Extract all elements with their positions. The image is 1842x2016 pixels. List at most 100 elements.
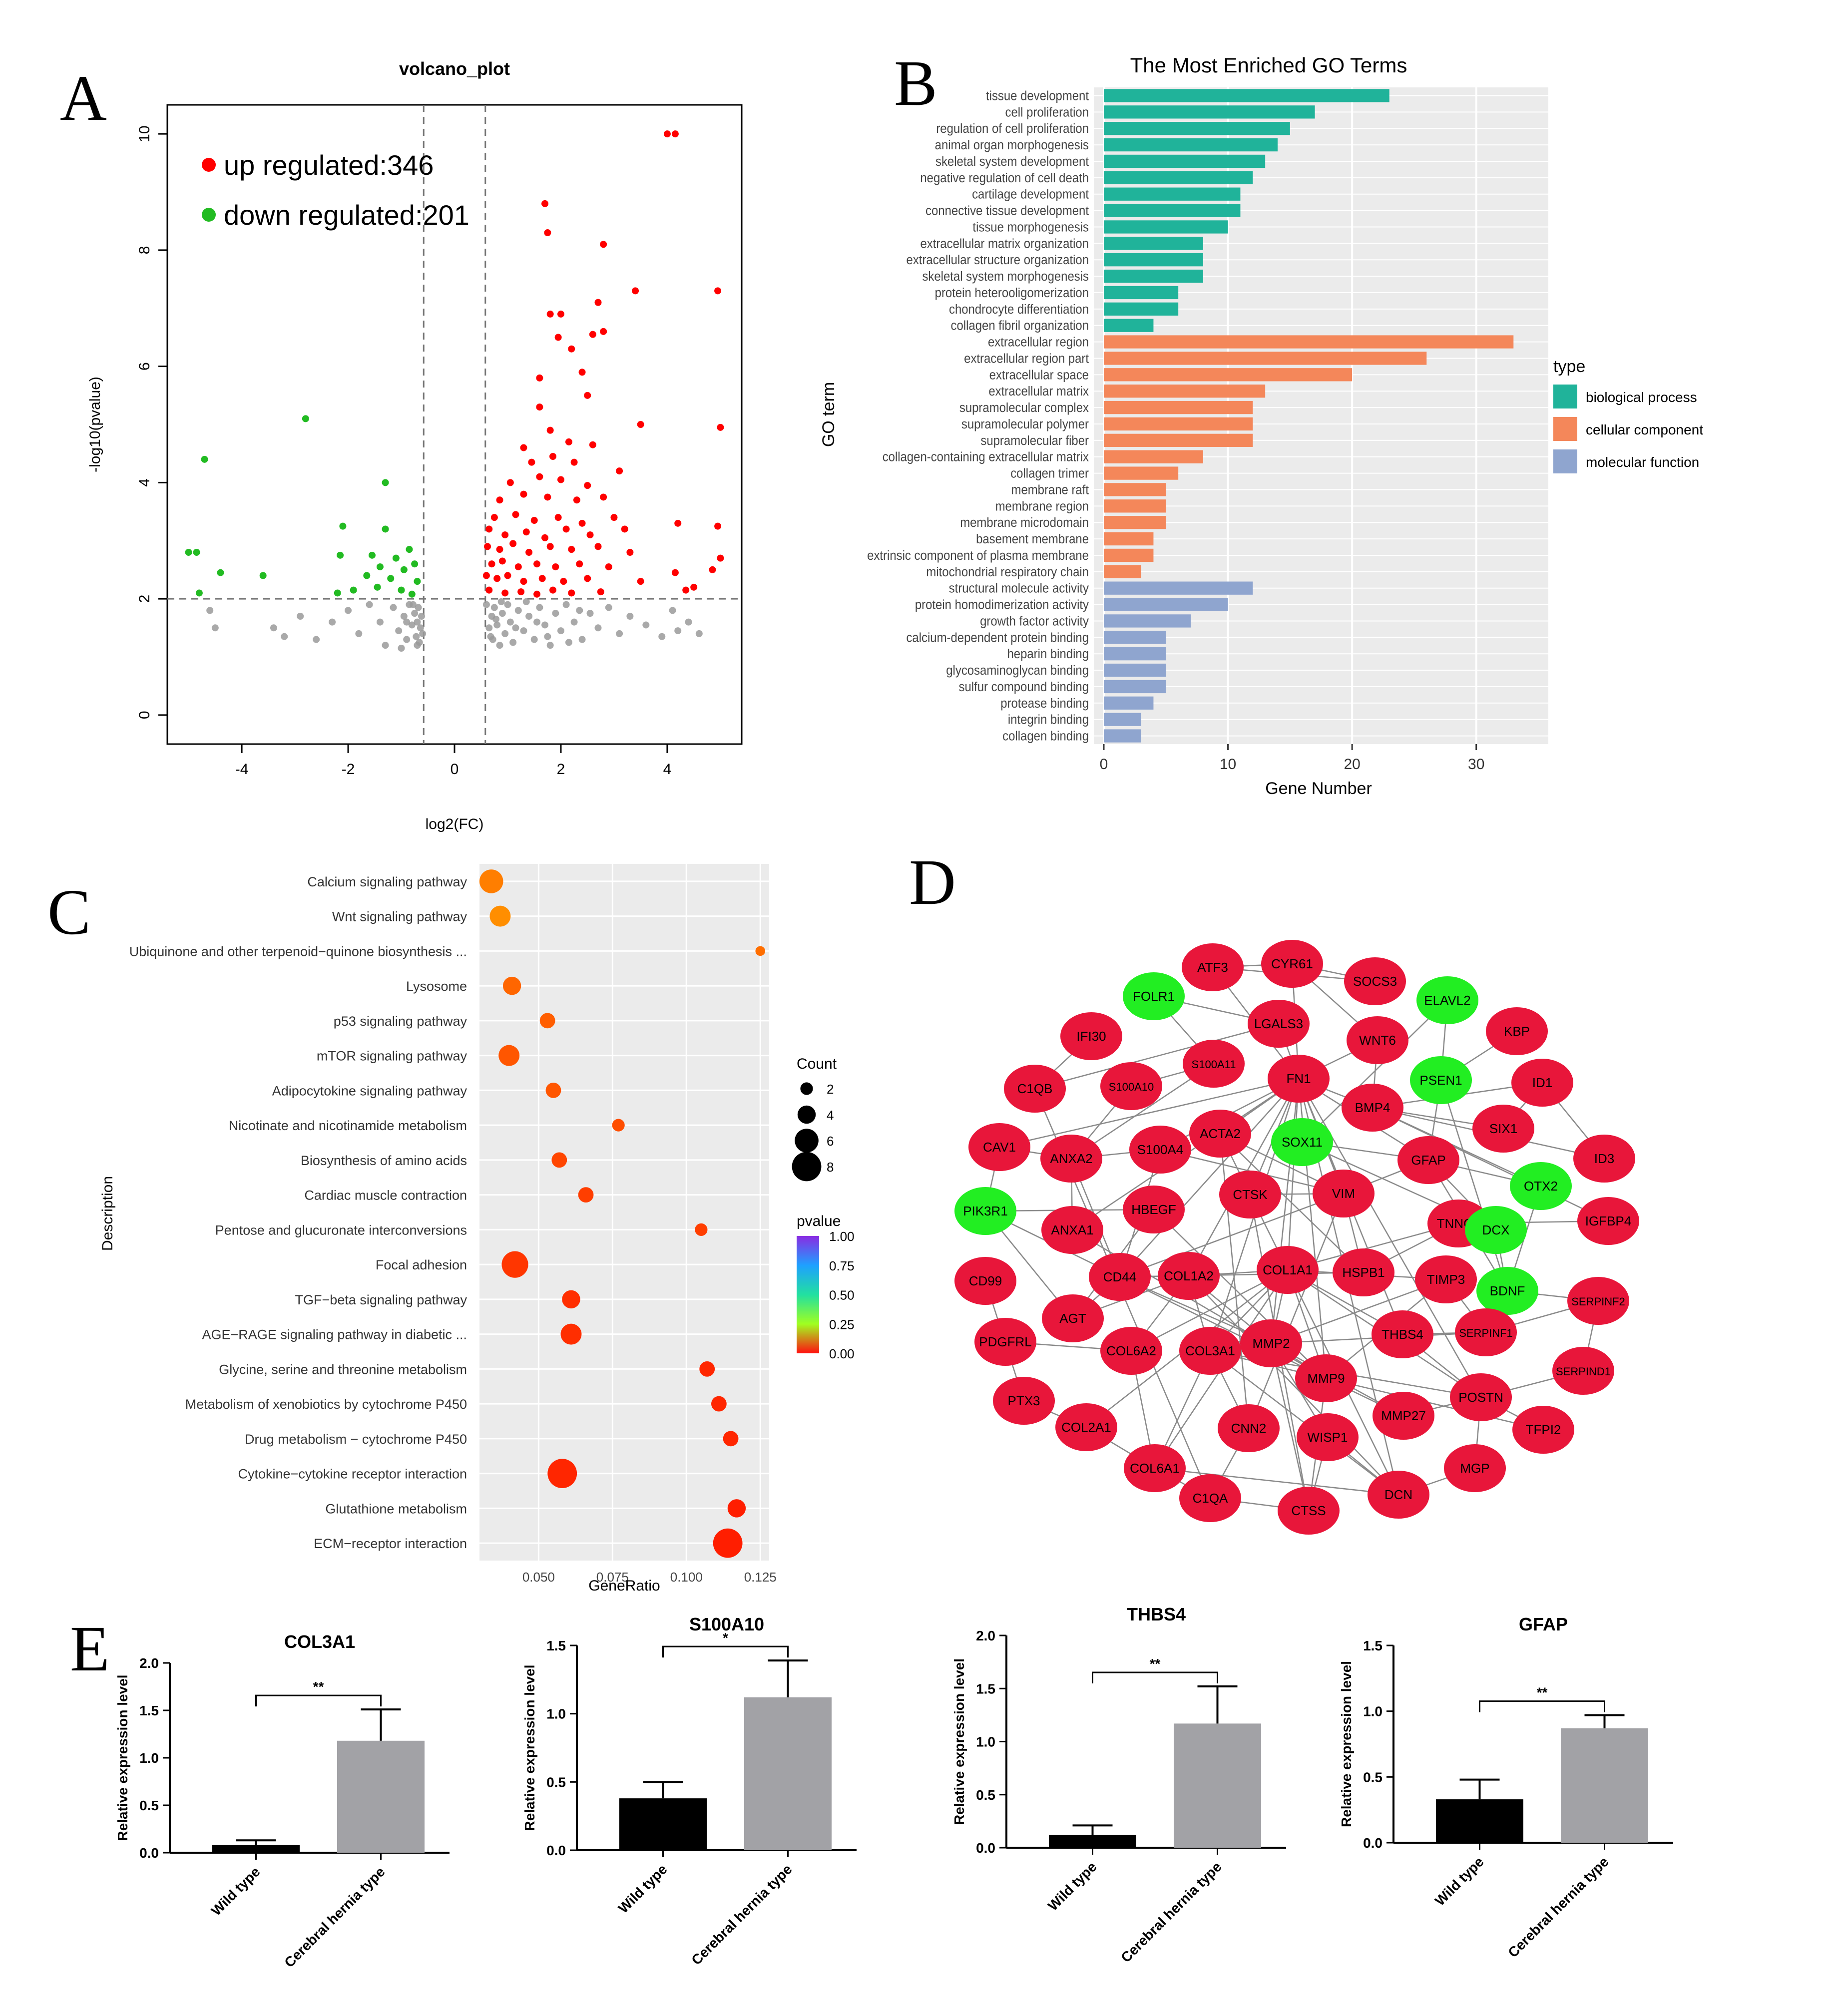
volcano-point-ns [533,618,541,626]
network-node-label: SOCS3 [1353,974,1397,989]
network-node-ellipse [1577,1197,1639,1245]
go-bar [1104,696,1154,710]
volcano-point-up [488,560,495,568]
volcano-point-down [195,589,203,597]
network-node-atf3: ATF3 [1182,943,1244,991]
volcano-point-ns [403,636,411,643]
volcano-point-up [554,334,562,341]
volcano-point-up [600,328,607,335]
go-bar [1104,89,1389,102]
network-node-label: MMP2 [1252,1336,1290,1351]
kegg-pathway-label: Focal adhesion [376,1257,467,1272]
volcano-point-ns [642,621,650,629]
pvalue-tick-label: 0.00 [829,1346,855,1361]
go-term-label: membrane raft [1011,483,1089,497]
ppi-network-panel: ATF3 CYR61 SOCS3 FOLR1 ELAVL2 LGALS3 IFI30 WNT6… [954,940,1639,1535]
kegg-pathway-label: mTOR signaling pathway [317,1049,467,1064]
volcano-point-up [570,458,578,466]
kegg-pathway-label: TGF−beta signaling pathway [295,1292,467,1307]
legend-down-label: down regulated:201 [224,199,469,231]
y-tick-label: 6 [136,362,153,371]
network-node-ellipse [1342,1084,1403,1132]
go-bar [1104,631,1166,644]
network-node-c1qb: C1QB [1004,1065,1066,1113]
volcano-point-down [185,549,192,556]
go-bar [1104,647,1166,661]
volcano-title: volcano_plot [399,58,510,79]
go-bar [1104,122,1290,135]
qpcr-y-tick-label: 0.5 [139,1798,159,1813]
volcano-point-ns [565,639,572,646]
network-node-label: FOLR1 [1133,989,1175,1004]
volcano-point-up [498,557,506,565]
volcano-point-up [573,496,580,504]
network-node-ellipse [1189,1110,1251,1158]
volcano-point-ns [206,607,214,614]
network-node-ellipse [1183,1040,1245,1088]
volcano-xlabel: log2(FC) [426,816,484,832]
network-node-label: TFPI2 [1526,1422,1561,1437]
y-tick-label: 10 [136,125,153,142]
kegg-dot [695,1223,708,1236]
kegg-pathway-label: ECM−receptor interaction [314,1536,467,1551]
panel-letter-b: B [894,47,937,119]
network-node-serpind1: SERPIND1 [1552,1347,1614,1395]
kegg-pathway-label: AGE−RAGE signaling pathway in diabetic .… [202,1327,467,1342]
volcano-point-down [217,569,224,576]
volcano-point-ns [395,627,403,635]
volcano-point-up [709,566,716,573]
volcano-point-up [484,543,491,550]
kegg-dot [498,1045,520,1066]
volcano-point-ns [390,604,397,611]
volcano-point-up [690,583,698,591]
go-bar [1104,483,1166,496]
network-node-label: TIMP3 [1427,1272,1465,1287]
qpcr-y-tick-label: 0.5 [976,1787,995,1803]
network-node-ellipse [1100,1062,1162,1110]
network-node-label: BDNF [1490,1283,1525,1298]
network-node-label: THBS4 [1382,1327,1423,1342]
qpcr-category-label: Wild type [1432,1854,1487,1909]
network-node-col1a2: COL1A2 [1158,1252,1220,1300]
go-bar [1104,220,1228,234]
go-bar [1104,598,1228,611]
volcano-point-ns [562,601,570,608]
volcano-point-up [485,525,493,533]
volcano-point-ns [497,598,505,605]
volcano-point-down [387,575,395,582]
volcano-point-up [663,130,671,138]
network-node-s100a10: S100A10 [1100,1062,1162,1110]
y-tick-label: 2 [136,595,153,603]
network-node-s100a4: S100A4 [1129,1126,1191,1174]
network-node-cnn2: CNN2 [1218,1404,1280,1452]
network-node-ellipse [1410,1056,1472,1104]
volcano-plot-panel: volcano_plot -4 -2 0 2 4 0 2 4 6 8 10 log2(FC) -lo… [87,58,743,832]
volcano-point-down [398,586,405,594]
volcano-point-up [674,519,682,527]
network-node-timp3: TIMP3 [1415,1255,1477,1303]
qpcr-ylabel: Relative expression level [522,1664,537,1831]
volcano-point-ns [415,604,422,611]
network-edge [1440,1080,1508,1291]
go-term-label: tissue development [986,89,1089,103]
network-node-label: PIK3R1 [963,1204,1008,1218]
volcano-ylabel: -log10(pvalue) [87,377,103,472]
volcano-point-ns [496,642,503,649]
x-tick-label: 4 [663,761,672,778]
network-node-mgp: MGP [1444,1444,1506,1492]
qpcr-bar [1561,1728,1648,1843]
network-node-ellipse [993,1377,1055,1425]
go-term-label: collagen fibril organization [951,319,1089,333]
volcano-point-down [350,586,357,594]
network-node-tfpi2: TFPI2 [1512,1406,1574,1454]
network-node-label: BMP4 [1355,1100,1390,1115]
go-term-label: negative regulation of cell death [920,171,1089,185]
network-node-ellipse [1042,1294,1104,1342]
count-legend-dot [792,1152,822,1182]
network-node-label: LGALS3 [1254,1016,1303,1031]
go-term-label: cartilage development [972,187,1089,202]
volcano-point-ns [557,627,564,635]
network-node-ellipse [1257,1246,1319,1294]
volcano-point-ns [546,642,554,649]
volcano-point-up [544,493,551,501]
